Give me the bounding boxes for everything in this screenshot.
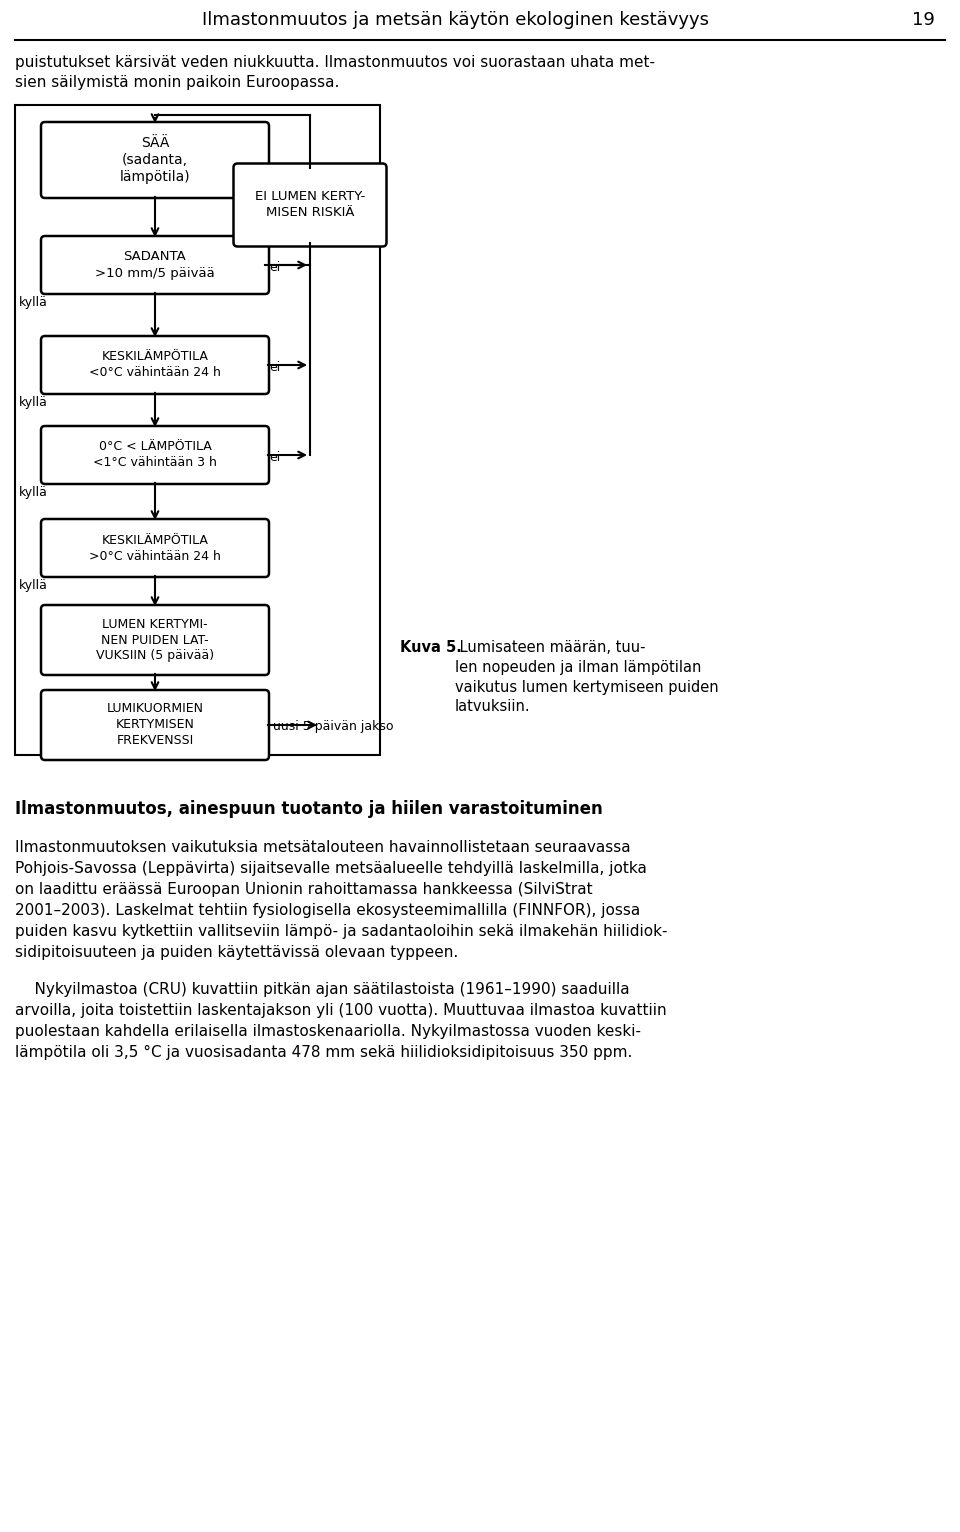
Text: uusi 5 päivän jakso: uusi 5 päivän jakso bbox=[273, 720, 394, 732]
Text: Pohjois-Savossa (Leppävirta) sijaitsevalle metsäalueelle tehdyillä laskelmilla, : Pohjois-Savossa (Leppävirta) sijaitseval… bbox=[15, 861, 647, 876]
FancyBboxPatch shape bbox=[41, 426, 269, 484]
Text: Kuva 5.: Kuva 5. bbox=[400, 640, 462, 656]
Bar bbox=[15, 106, 380, 755]
Text: Nykyilmastoa (CRU) kuvattiin pitkän ajan säätilastoista (1961–1990) saaduilla: Nykyilmastoa (CRU) kuvattiin pitkän ajan… bbox=[15, 982, 630, 997]
FancyBboxPatch shape bbox=[41, 336, 269, 394]
Text: ei: ei bbox=[269, 260, 280, 274]
Text: kyllä: kyllä bbox=[19, 296, 48, 309]
Text: Ilmastonmuutos, ainespuun tuotanto ja hiilen varastoituminen: Ilmastonmuutos, ainespuun tuotanto ja hi… bbox=[15, 800, 603, 818]
Text: 19: 19 bbox=[912, 11, 935, 29]
Text: puistutukset kärsivät veden niukkuutta. Ilmastonmuutos voi suorastaan uhata met-: puistutukset kärsivät veden niukkuutta. … bbox=[15, 55, 655, 70]
Text: kyllä: kyllä bbox=[19, 579, 48, 591]
Text: on laadittu eräässä Euroopan Unionin rahoittamassa hankkeessa (SilviStrat: on laadittu eräässä Euroopan Unionin rah… bbox=[15, 882, 592, 898]
Text: LUMEN KERTYMI-
NEN PUIDEN LAT-
VUKSIIN (5 päivää): LUMEN KERTYMI- NEN PUIDEN LAT- VUKSIIN (… bbox=[96, 617, 214, 662]
Text: EI LUMEN KERTY-
MISEN RISKIÄ: EI LUMEN KERTY- MISEN RISKIÄ bbox=[254, 190, 365, 219]
Text: KESKILÄMPÖTILA
>0°C vähintään 24 h: KESKILÄMPÖTILA >0°C vähintään 24 h bbox=[89, 533, 221, 562]
FancyBboxPatch shape bbox=[233, 164, 387, 247]
Text: sidipitoisuuteen ja puiden käytettävissä olevaan typpeen.: sidipitoisuuteen ja puiden käytettävissä… bbox=[15, 945, 458, 961]
FancyBboxPatch shape bbox=[41, 605, 269, 676]
Text: SÄÄ
(sadanta,
lämpötila): SÄÄ (sadanta, lämpötila) bbox=[120, 136, 190, 184]
Text: puolestaan kahdella erilaisella ilmastoskenaariolla. Nykyilmastossa vuoden keski: puolestaan kahdella erilaisella ilmastos… bbox=[15, 1023, 641, 1039]
FancyBboxPatch shape bbox=[41, 689, 269, 760]
Text: kyllä: kyllä bbox=[19, 486, 48, 499]
Text: sien säilymistä monin paikoin Euroopassa.: sien säilymistä monin paikoin Euroopassa… bbox=[15, 75, 340, 90]
Text: Lumisateen määrän, tuu-
len nopeuden ja ilman lämpötilan
vaikutus lumen kertymis: Lumisateen määrän, tuu- len nopeuden ja … bbox=[455, 640, 719, 714]
Text: 2001–2003). Laskelmat tehtiin fysiologisella ekosysteemimallilla (FINNFOR), joss: 2001–2003). Laskelmat tehtiin fysiologis… bbox=[15, 902, 640, 918]
Text: kyllä: kyllä bbox=[19, 395, 48, 409]
Text: puiden kasvu kytkettiin vallitseviin lämpö- ja sadantaoloihin sekä ilmakehän hii: puiden kasvu kytkettiin vallitseviin läm… bbox=[15, 924, 667, 939]
Text: ei: ei bbox=[269, 362, 280, 374]
Text: lämpötila oli 3,5 °C ja vuosisadanta 478 mm sekä hiilidioksidipitoisuus 350 ppm.: lämpötila oli 3,5 °C ja vuosisadanta 478… bbox=[15, 1045, 633, 1060]
FancyBboxPatch shape bbox=[41, 236, 269, 294]
Text: KESKILÄMPÖTILA
<0°C vähintään 24 h: KESKILÄMPÖTILA <0°C vähintään 24 h bbox=[89, 351, 221, 380]
FancyBboxPatch shape bbox=[41, 123, 269, 198]
Text: LUMIKUORMIEN
KERTYMISEN
FREKVENSSI: LUMIKUORMIEN KERTYMISEN FREKVENSSI bbox=[107, 703, 204, 748]
Text: arvoilla, joita toistettiin laskentajakson yli (100 vuotta). Muuttuvaa ilmastoa : arvoilla, joita toistettiin laskentajaks… bbox=[15, 1003, 666, 1017]
FancyBboxPatch shape bbox=[41, 519, 269, 578]
Text: ei: ei bbox=[269, 450, 280, 464]
Text: Ilmastonmuutos ja metsän käytön ekologinen kestävyys: Ilmastonmuutos ja metsän käytön ekologin… bbox=[202, 11, 708, 29]
Text: SADANTA
>10 mm/5 päivää: SADANTA >10 mm/5 päivää bbox=[95, 251, 215, 279]
Text: Ilmastonmuutoksen vaikutuksia metsätalouteen havainnollistetaan seuraavassa: Ilmastonmuutoksen vaikutuksia metsätalou… bbox=[15, 840, 631, 855]
Text: 0°C < LÄMPÖTILA
<1°C vähintään 3 h: 0°C < LÄMPÖTILA <1°C vähintään 3 h bbox=[93, 441, 217, 469]
